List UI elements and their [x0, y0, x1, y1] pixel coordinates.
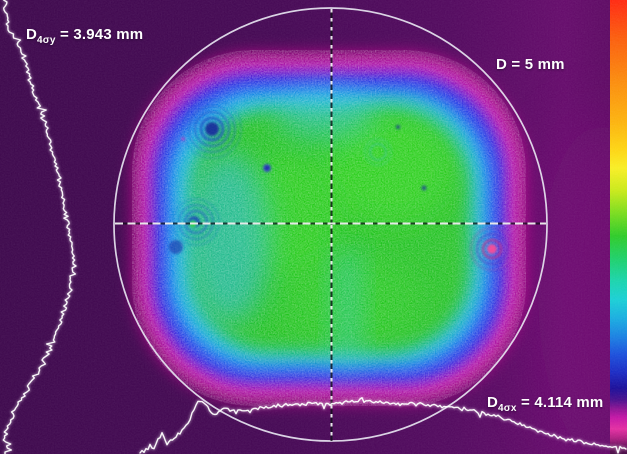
d4sigma-x-symbol: D: [487, 394, 499, 411]
d4sigma-x-label: D4σx = 4.114 mm: [487, 394, 604, 414]
d4sigma-x-subscript: 4σx: [498, 403, 517, 414]
d4sigma-y-value: = 3.943 mm: [55, 26, 144, 43]
d4sigma-y-subscript: 4σy: [37, 35, 56, 46]
d4sigma-x-value: = 4.114 mm: [516, 394, 604, 411]
aperture-diameter-text: D = 5 mm: [496, 56, 565, 73]
d4sigma-y-symbol: D: [26, 26, 38, 43]
aperture-diameter-label: D = 5 mm: [496, 56, 565, 73]
d4sigma-y-label: D4σy = 3.943 mm: [26, 26, 144, 46]
